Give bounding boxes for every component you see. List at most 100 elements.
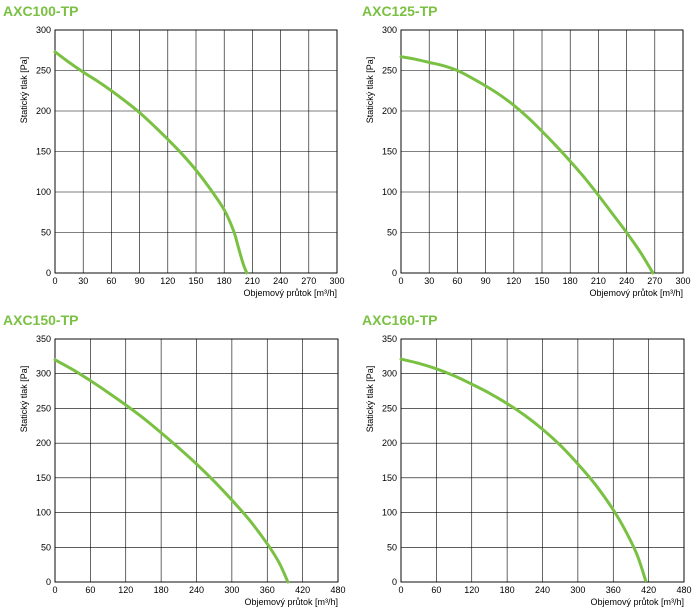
data-point <box>400 358 403 361</box>
x-tick-label: 300 <box>675 276 690 286</box>
x-tick-label: 30 <box>424 276 434 286</box>
data-point <box>512 104 515 107</box>
chart-panel-1: AXC100-TP 0 30 60 90 120 150 180 210 240 270 300 0 50… <box>3 3 345 298</box>
x-tick-label: 0 <box>52 276 57 286</box>
plot-frame <box>400 338 685 583</box>
data-point <box>417 362 420 365</box>
chart-title: AXC125-TP <box>362 3 437 19</box>
y-tick-label: 100 <box>36 508 51 518</box>
x-axis-label: Objemový průtok [m³/h] <box>244 597 338 607</box>
y-tick-label: 250 <box>382 403 397 413</box>
y-tick-label: 300 <box>36 369 51 379</box>
data-point <box>428 61 431 64</box>
y-tick-label: 200 <box>36 106 51 116</box>
x-tick-label: 480 <box>676 585 691 595</box>
data-point <box>230 499 233 502</box>
x-tick-label: 240 <box>619 276 634 286</box>
data-point <box>506 402 509 405</box>
data-point <box>456 69 459 72</box>
x-tick-label: 0 <box>398 585 403 595</box>
plot-frame <box>54 29 338 274</box>
x-tick-label: 300 <box>570 585 585 595</box>
x-tick-label: 270 <box>647 276 662 286</box>
data-point <box>177 447 180 450</box>
data-point <box>453 374 456 377</box>
x-axis-label: Objemový průtok [m³/h] <box>590 597 684 607</box>
data-point <box>237 246 240 249</box>
chart-panel-2: AXC125-TP 0 30 60 90 120 150 180 210 240 270 300 0 50… <box>362 3 691 298</box>
y-tick-label: 50 <box>41 542 51 552</box>
y-tick-label: 200 <box>382 106 397 116</box>
data-point <box>195 462 198 465</box>
data-point <box>54 358 57 361</box>
y-tick-label: 100 <box>36 187 51 197</box>
x-tick-label: 270 <box>301 276 316 286</box>
data-point <box>152 124 155 127</box>
y-tick-label: 300 <box>36 25 51 35</box>
data-point <box>498 93 501 96</box>
x-tick-label: 180 <box>563 276 578 286</box>
y-axis-label: Statický tlak [Pa] <box>365 57 375 124</box>
data-point <box>651 272 654 275</box>
chart-panel-3: AXC150-TP 0 60 120 180 240 300 360 420 480 0 50 100 1… <box>3 312 346 607</box>
data-point <box>435 367 438 370</box>
data-point <box>138 111 141 114</box>
y-tick-label: 350 <box>382 334 397 344</box>
y-tick-label: 250 <box>382 66 397 76</box>
x-tick-label: 60 <box>85 585 95 595</box>
data-point <box>142 417 145 420</box>
data-point <box>54 50 57 53</box>
fan-curve-line <box>399 357 648 583</box>
y-tick-label: 0 <box>392 577 397 587</box>
x-tick-label: 180 <box>217 276 232 286</box>
y-tick-label: 150 <box>382 147 397 157</box>
data-point <box>242 262 245 265</box>
data-point <box>245 272 248 275</box>
data-point <box>96 80 99 83</box>
y-tick-label: 150 <box>382 473 397 483</box>
data-point <box>160 431 163 434</box>
data-point <box>559 444 562 447</box>
data-point <box>223 208 226 211</box>
data-point <box>209 187 212 190</box>
data-point <box>597 194 600 197</box>
x-tick-label: 60 <box>106 276 116 286</box>
y-tick-label: 50 <box>387 228 397 238</box>
x-tick-label: 90 <box>135 276 145 286</box>
y-tick-label: 200 <box>36 438 51 448</box>
y-tick-label: 50 <box>387 542 397 552</box>
data-point <box>583 176 586 179</box>
data-point <box>266 542 269 545</box>
data-point <box>639 251 642 254</box>
data-point <box>523 414 526 417</box>
data-point <box>110 89 113 92</box>
y-tick-label: 250 <box>36 403 51 413</box>
data-point <box>124 100 127 103</box>
x-tick-label: 90 <box>481 276 491 286</box>
y-tick-label: 300 <box>382 25 397 35</box>
x-axis-label: Objemový průtok [m³/h] <box>243 288 337 298</box>
x-axis-label: Objemový průtok [m³/h] <box>589 288 683 298</box>
x-tick-label: 180 <box>500 585 515 595</box>
y-tick-label: 350 <box>36 334 51 344</box>
y-tick-label: 0 <box>392 268 397 278</box>
x-tick-label: 0 <box>52 585 57 595</box>
data-point <box>68 61 71 64</box>
fan-curve-line <box>399 55 655 275</box>
data-point <box>232 229 235 232</box>
y-tick-label: 200 <box>382 438 397 448</box>
data-point <box>470 383 473 386</box>
x-tick-label: 120 <box>118 585 133 595</box>
x-tick-label: 60 <box>431 585 441 595</box>
data-point <box>488 392 491 395</box>
chart-title: AXC160-TP <box>362 312 437 328</box>
data-point <box>569 160 572 163</box>
x-tick-label: 300 <box>329 276 344 286</box>
y-tick-label: 50 <box>41 228 51 238</box>
x-tick-label: 120 <box>506 276 521 286</box>
data-point <box>71 368 74 371</box>
x-tick-label: 240 <box>273 276 288 286</box>
data-point <box>248 519 251 522</box>
chart-panel-4: AXC160-TP 0 60 120 180 240 300 360 420 480 0 50 100 1… <box>362 312 692 607</box>
y-tick-label: 100 <box>382 187 397 197</box>
